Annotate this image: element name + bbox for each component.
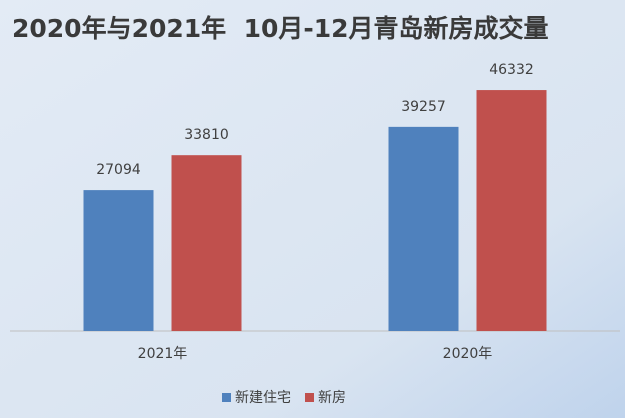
x-tick-label: 2020年 — [443, 346, 493, 362]
legend-swatch — [222, 393, 231, 402]
data-label: 27094 — [96, 162, 141, 178]
x-tick-label: 2021年 — [138, 346, 188, 362]
data-label: 46332 — [489, 62, 534, 78]
data-label: 33810 — [184, 127, 229, 143]
chart-title: 2020年与2021年 10月-12月青岛新房成交量 — [12, 14, 549, 43]
bar — [83, 190, 154, 331]
bar — [476, 90, 547, 331]
data-label: 39257 — [401, 99, 446, 115]
bar — [388, 126, 459, 331]
bar — [171, 155, 242, 331]
legend-label: 新建住宅 — [235, 390, 291, 406]
legend-swatch — [305, 393, 314, 402]
legend-label: 新房 — [318, 390, 346, 406]
